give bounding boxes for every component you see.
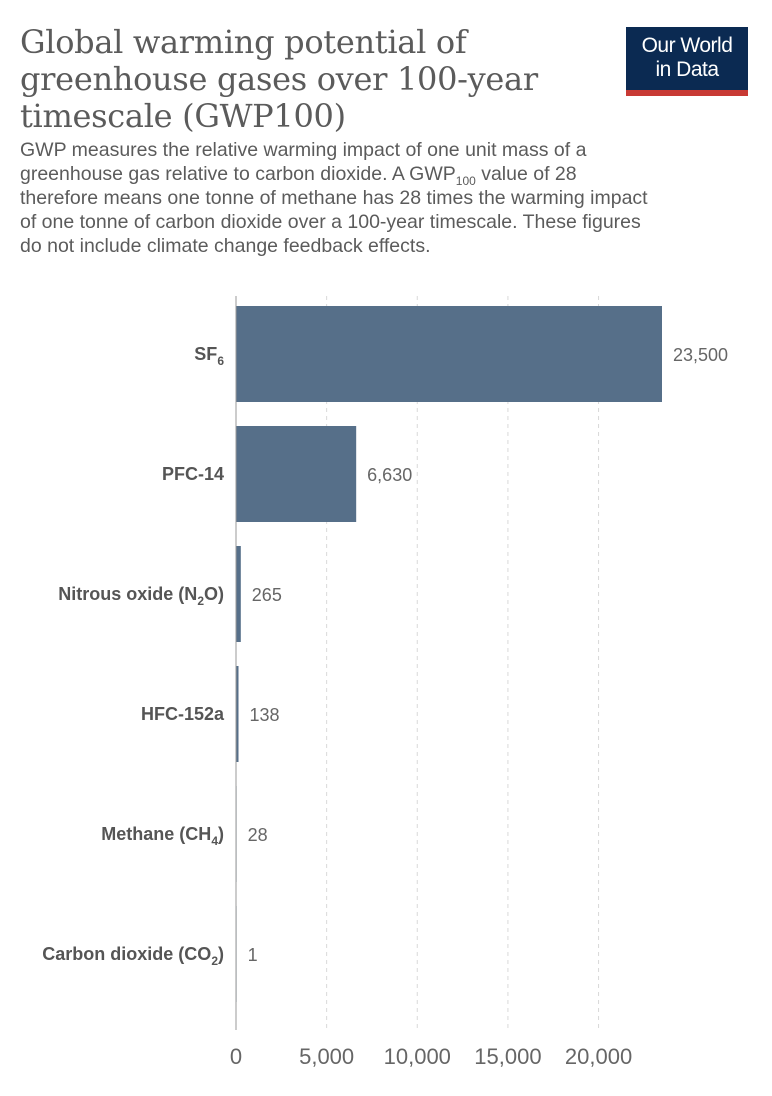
owid-logo[interactable]: Our World in Data bbox=[626, 27, 748, 96]
category-label: HFC-152a bbox=[141, 704, 225, 724]
value-label: 265 bbox=[252, 585, 282, 605]
category-label: Methane (CH4) bbox=[101, 824, 224, 848]
value-label: 138 bbox=[250, 705, 280, 725]
bar-0 bbox=[236, 306, 662, 402]
category-label: Nitrous oxide (N2O) bbox=[58, 584, 224, 608]
value-label: 28 bbox=[248, 825, 268, 845]
x-tick-label: 5,000 bbox=[299, 1044, 354, 1069]
chart-subtitle: GWP measures the relative warming impact… bbox=[20, 138, 660, 258]
logo-line-1: Our World bbox=[641, 34, 733, 57]
value-label: 1 bbox=[248, 945, 258, 965]
subtitle-subscript: 100 bbox=[455, 173, 476, 188]
category-label: PFC-14 bbox=[162, 464, 224, 484]
subtitle-text-1: GWP measures the relative warming impact… bbox=[20, 139, 587, 185]
bar-3 bbox=[236, 666, 239, 762]
x-tick-label: 15,000 bbox=[474, 1044, 541, 1069]
bar-2 bbox=[236, 546, 241, 642]
x-tick-label: 0 bbox=[230, 1044, 242, 1069]
x-tick-label: 10,000 bbox=[384, 1044, 451, 1069]
category-label: Carbon dioxide (CO2) bbox=[42, 944, 224, 968]
chart-title: Global warming potential of greenhouse g… bbox=[20, 23, 538, 135]
value-label: 23,500 bbox=[673, 345, 728, 365]
bar-1 bbox=[236, 426, 357, 522]
value-label: 6,630 bbox=[367, 465, 412, 485]
x-tick-label: 20,000 bbox=[565, 1044, 632, 1069]
logo-line-2: in Data bbox=[655, 58, 719, 81]
category-label: SF6 bbox=[194, 344, 224, 368]
subtitle-text-2: value of 28 therefore means one tonne of… bbox=[20, 163, 648, 257]
